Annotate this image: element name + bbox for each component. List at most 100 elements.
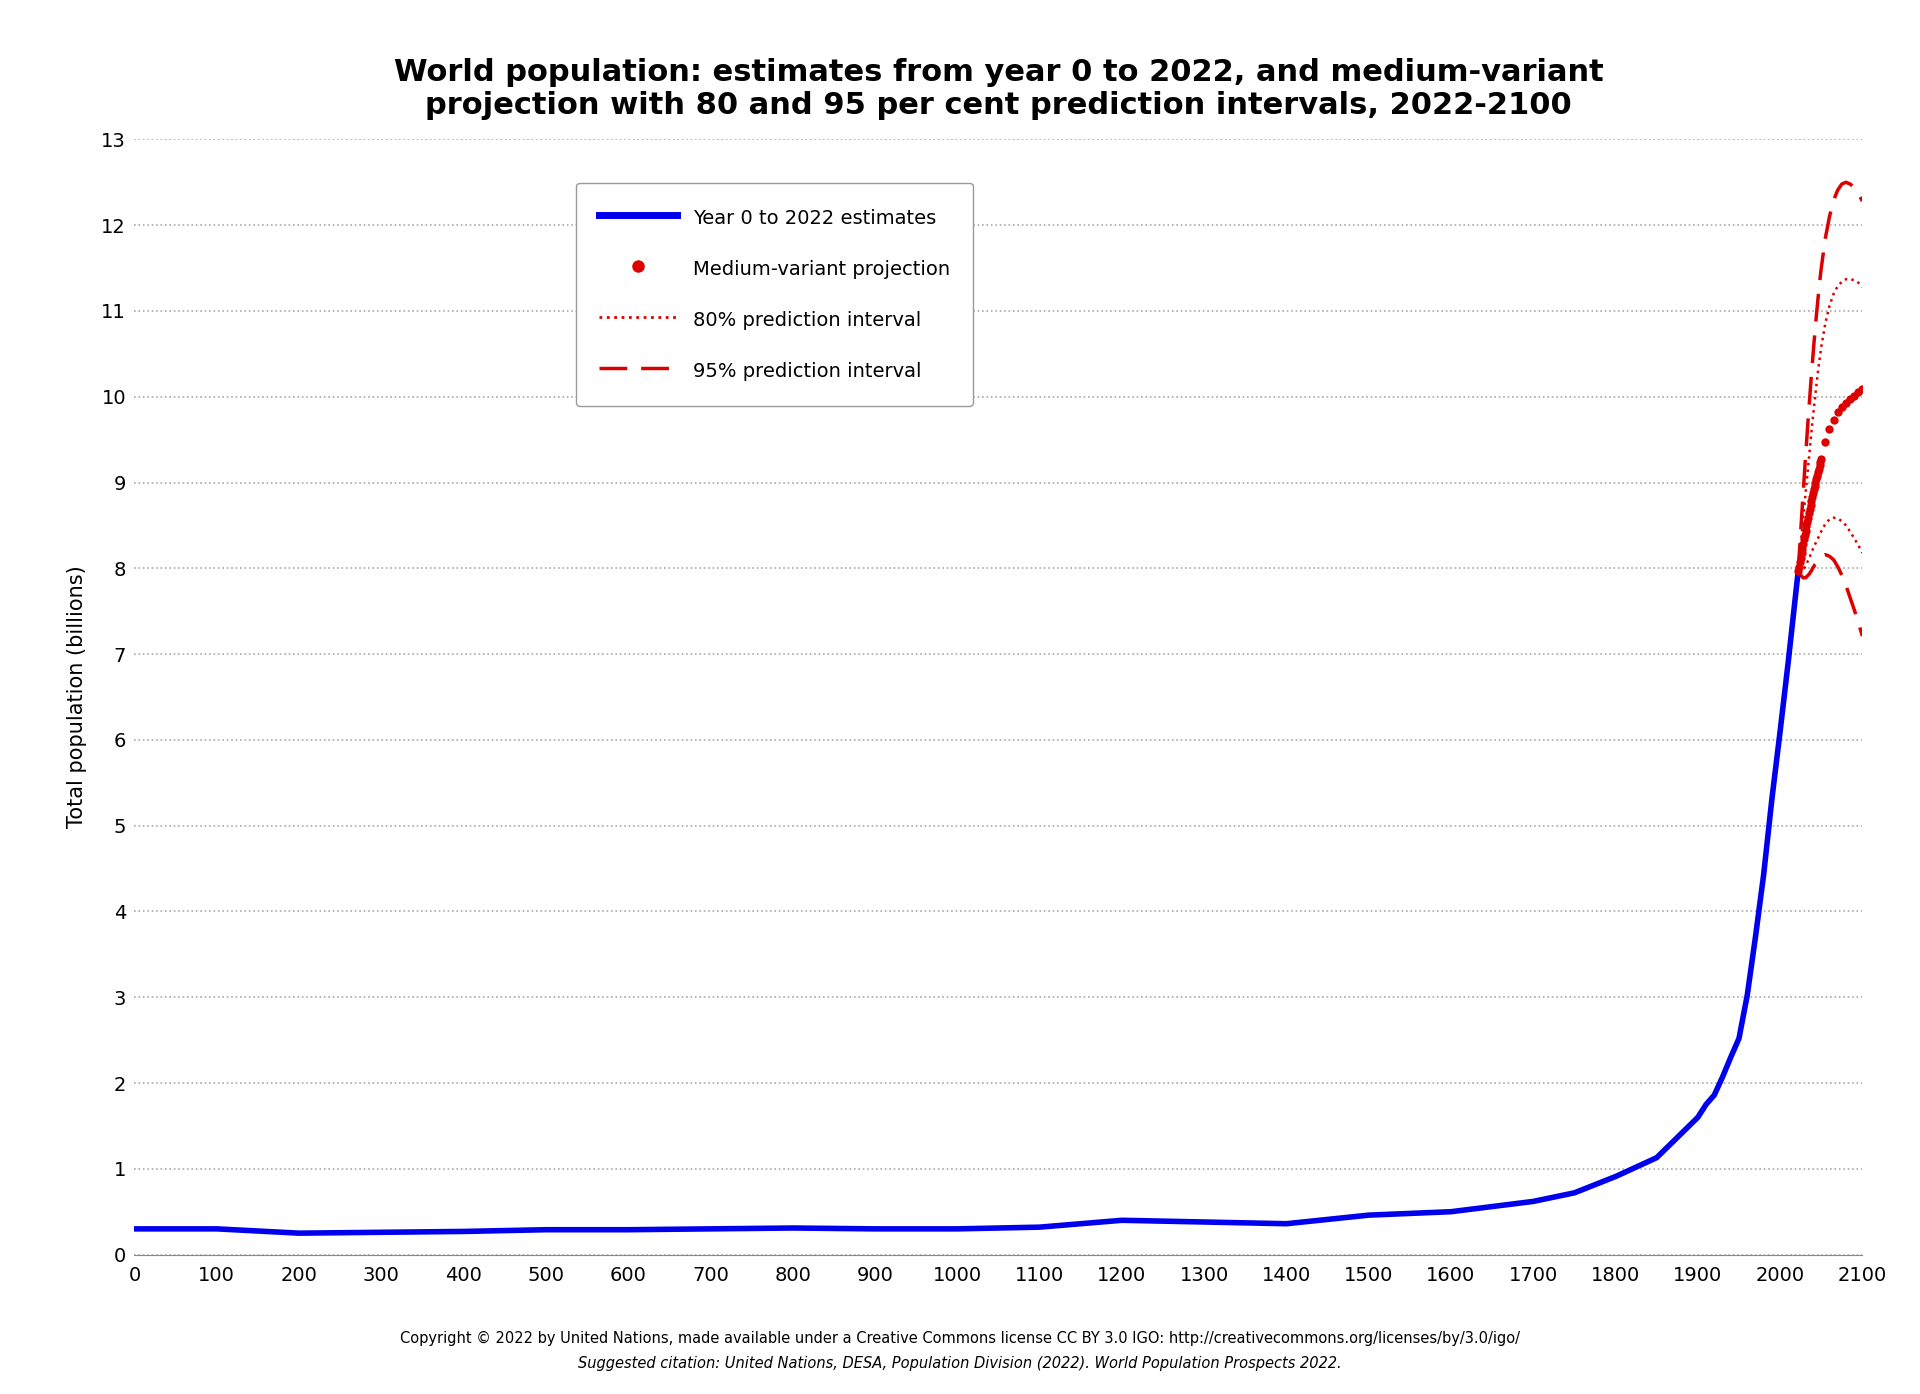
Year 0 to 2022 estimates [616, 1221, 639, 1238]
Medium-variant projection [1807, 460, 1830, 477]
Medium-variant projection [1847, 385, 1870, 401]
95% prediction interval [1805, 556, 1828, 573]
95% prediction interval [1809, 549, 1832, 566]
80% prediction interval [1822, 509, 1845, 526]
Medium-variant projection [1809, 453, 1832, 470]
Year 0 to 2022 estimates [1440, 1203, 1463, 1220]
Medium-variant projection [1795, 519, 1818, 535]
80% prediction interval [1818, 512, 1841, 528]
Medium-variant projection [1830, 399, 1853, 415]
80% prediction interval [1805, 535, 1828, 552]
Medium-variant projection [1814, 434, 1837, 450]
80% prediction interval [1851, 545, 1874, 562]
95% prediction interval [1811, 548, 1834, 565]
80% prediction interval [1788, 563, 1811, 580]
80% prediction interval [1791, 562, 1814, 579]
80% prediction interval [1801, 542, 1824, 559]
95% prediction interval [1793, 569, 1816, 585]
Year 0 to 2022 estimates [947, 1221, 970, 1238]
Medium-variant projection [1797, 505, 1820, 521]
Year 0 to 2022 estimates [1563, 1185, 1586, 1202]
Medium-variant projection [1793, 531, 1816, 548]
Medium-variant projection [1834, 395, 1857, 411]
95% prediction interval [1822, 552, 1845, 569]
80% prediction interval [1847, 537, 1870, 553]
Year 0 to 2022 estimates [781, 1220, 804, 1236]
Year 0 to 2022 estimates [1110, 1211, 1133, 1228]
Y-axis label: Total population (billions): Total population (billions) [67, 566, 88, 828]
Medium-variant projection [1805, 474, 1828, 491]
Medium-variant projection [1797, 509, 1820, 526]
80% prediction interval [1789, 563, 1812, 580]
Year 0 to 2022 estimates [1788, 563, 1811, 580]
80% prediction interval [1799, 549, 1822, 566]
Year 0 to 2022 estimates [1275, 1216, 1298, 1232]
95% prediction interval [1801, 560, 1824, 577]
80% prediction interval [1830, 513, 1853, 530]
Medium-variant projection [1803, 478, 1826, 495]
Line: Medium-variant projection: Medium-variant projection [1793, 385, 1866, 576]
80% prediction interval [1797, 551, 1820, 567]
95% prediction interval [1818, 548, 1841, 565]
Medium-variant projection [1809, 457, 1832, 474]
Year 0 to 2022 estimates [1728, 1030, 1751, 1047]
80% prediction interval [1834, 517, 1857, 534]
80% prediction interval [1795, 556, 1818, 573]
80% prediction interval [1803, 538, 1826, 555]
95% prediction interval [1807, 552, 1830, 569]
95% prediction interval [1834, 577, 1857, 594]
80% prediction interval [1799, 546, 1822, 563]
95% prediction interval [1791, 569, 1814, 585]
Medium-variant projection [1799, 492, 1822, 509]
Year 0 to 2022 estimates [451, 1223, 474, 1239]
Medium-variant projection [1839, 390, 1862, 407]
Text: Suggested citation: United Nations, DESA, Population Division (2022). World Popu: Suggested citation: United Nations, DESA… [578, 1356, 1342, 1370]
80% prediction interval [1805, 534, 1828, 551]
Medium-variant projection [1795, 513, 1818, 530]
80% prediction interval [1797, 552, 1820, 569]
95% prediction interval [1805, 553, 1828, 570]
Text: Copyright © 2022 by United Nations, made available under a Creative Commons lice: Copyright © 2022 by United Nations, made… [399, 1331, 1521, 1345]
Medium-variant projection [1805, 471, 1828, 488]
95% prediction interval [1830, 567, 1853, 584]
Line: 95% prediction interval: 95% prediction interval [1799, 555, 1862, 636]
Medium-variant projection [1788, 558, 1811, 574]
80% prediction interval [1795, 553, 1818, 570]
95% prediction interval [1788, 566, 1811, 583]
95% prediction interval [1801, 559, 1824, 576]
95% prediction interval [1797, 566, 1820, 583]
Medium-variant projection [1801, 489, 1824, 506]
80% prediction interval [1803, 537, 1826, 553]
95% prediction interval [1788, 563, 1811, 580]
95% prediction interval [1826, 558, 1849, 574]
95% prediction interval [1797, 567, 1820, 584]
Medium-variant projection [1851, 381, 1874, 397]
80% prediction interval [1843, 530, 1866, 546]
Line: Year 0 to 2022 estimates: Year 0 to 2022 estimates [134, 572, 1799, 1234]
Year 0 to 2022 estimates [1776, 652, 1799, 669]
Medium-variant projection [1791, 535, 1814, 552]
95% prediction interval [1789, 567, 1812, 584]
Medium-variant projection [1791, 541, 1814, 558]
80% prediction interval [1788, 563, 1811, 580]
80% prediction interval [1809, 524, 1832, 541]
Year 0 to 2022 estimates [1027, 1218, 1050, 1235]
Medium-variant projection [1799, 496, 1822, 513]
Medium-variant projection [1789, 549, 1812, 566]
Year 0 to 2022 estimates [1357, 1207, 1380, 1224]
80% prediction interval [1805, 531, 1828, 548]
Year 0 to 2022 estimates [1768, 723, 1791, 740]
80% prediction interval [1807, 528, 1830, 545]
Medium-variant projection [1799, 500, 1822, 517]
95% prediction interval [1791, 569, 1814, 585]
Medium-variant projection [1805, 467, 1828, 484]
Medium-variant projection [1801, 485, 1824, 502]
95% prediction interval [1843, 601, 1866, 618]
95% prediction interval [1809, 549, 1832, 566]
95% prediction interval [1795, 569, 1818, 585]
Year 0 to 2022 estimates [1695, 1096, 1718, 1112]
Year 0 to 2022 estimates [1645, 1149, 1668, 1165]
95% prediction interval [1799, 563, 1822, 580]
Medium-variant projection [1807, 464, 1830, 481]
95% prediction interval [1839, 590, 1862, 606]
